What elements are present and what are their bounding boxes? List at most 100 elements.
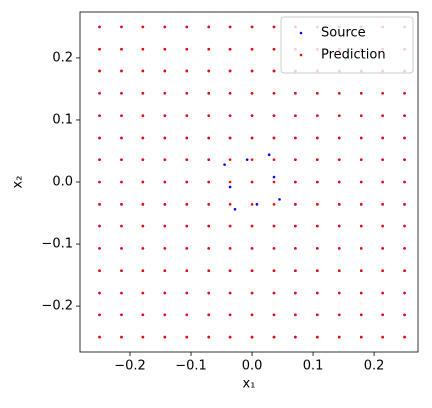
point [163, 47, 167, 51]
point [294, 335, 297, 339]
point [207, 269, 211, 273]
point [98, 247, 101, 250]
point [141, 47, 145, 51]
point [250, 47, 254, 51]
legend-box [280, 16, 414, 74]
point [250, 180, 254, 184]
point [316, 313, 319, 317]
point [250, 291, 254, 295]
point [272, 203, 276, 206]
point [207, 335, 211, 339]
point [272, 69, 276, 73]
point [337, 291, 341, 295]
point [141, 247, 145, 250]
point [120, 158, 123, 161]
point [381, 203, 384, 206]
point [163, 25, 167, 29]
point [278, 198, 281, 201]
point [141, 291, 145, 295]
point [267, 153, 271, 157]
point [228, 158, 232, 161]
point [141, 203, 145, 206]
point [403, 291, 406, 295]
point [337, 136, 341, 140]
point [316, 247, 319, 250]
point [120, 247, 123, 250]
point [141, 114, 145, 117]
point [294, 91, 297, 95]
point [381, 247, 384, 250]
point [163, 335, 167, 339]
point [120, 291, 123, 295]
point [141, 69, 145, 73]
x-tick-label: −0.2 [114, 359, 146, 374]
point [228, 136, 232, 140]
point [185, 247, 189, 250]
point [207, 313, 211, 317]
point [207, 247, 211, 250]
point [250, 114, 254, 117]
point [245, 158, 249, 161]
point [228, 247, 232, 250]
point [359, 247, 363, 250]
point [141, 158, 145, 161]
point [250, 269, 254, 273]
legend-marker [299, 31, 303, 35]
point [120, 25, 123, 29]
point [228, 203, 232, 206]
point [185, 114, 189, 117]
point [403, 224, 406, 228]
point [337, 91, 341, 95]
point [272, 91, 276, 95]
point [337, 180, 341, 184]
point [120, 114, 123, 117]
point [163, 291, 167, 295]
point [228, 114, 232, 117]
point [141, 25, 145, 29]
point [185, 91, 189, 95]
point [207, 136, 211, 140]
point [403, 114, 406, 117]
y-tick-label: −0.1 [41, 237, 73, 252]
point [316, 180, 319, 184]
point [207, 25, 211, 29]
point [98, 313, 101, 317]
point [316, 203, 319, 206]
point [381, 136, 384, 140]
point [381, 114, 384, 117]
point [272, 335, 276, 339]
point [120, 224, 123, 228]
point [98, 25, 101, 29]
point [223, 163, 226, 166]
point [250, 335, 254, 339]
point [403, 91, 406, 95]
point [120, 91, 123, 95]
point [185, 224, 189, 228]
point [163, 313, 167, 317]
point [228, 180, 232, 184]
point [250, 247, 254, 250]
point [316, 335, 319, 339]
point [337, 114, 341, 117]
point [98, 180, 101, 184]
point [294, 247, 297, 250]
point [185, 69, 189, 73]
y-tick-label: 0.2 [52, 50, 73, 65]
point [272, 269, 276, 273]
point [163, 91, 167, 95]
point [403, 136, 406, 140]
point [359, 136, 363, 140]
point [359, 91, 363, 95]
point [185, 180, 189, 184]
point [381, 224, 384, 228]
point [228, 335, 232, 339]
x-tick-label: 0.2 [364, 359, 385, 374]
point [381, 180, 384, 184]
point [228, 185, 232, 189]
point [294, 136, 297, 140]
point [272, 247, 276, 250]
point [98, 224, 101, 228]
point [272, 291, 276, 295]
point [163, 269, 167, 273]
point [207, 114, 211, 117]
